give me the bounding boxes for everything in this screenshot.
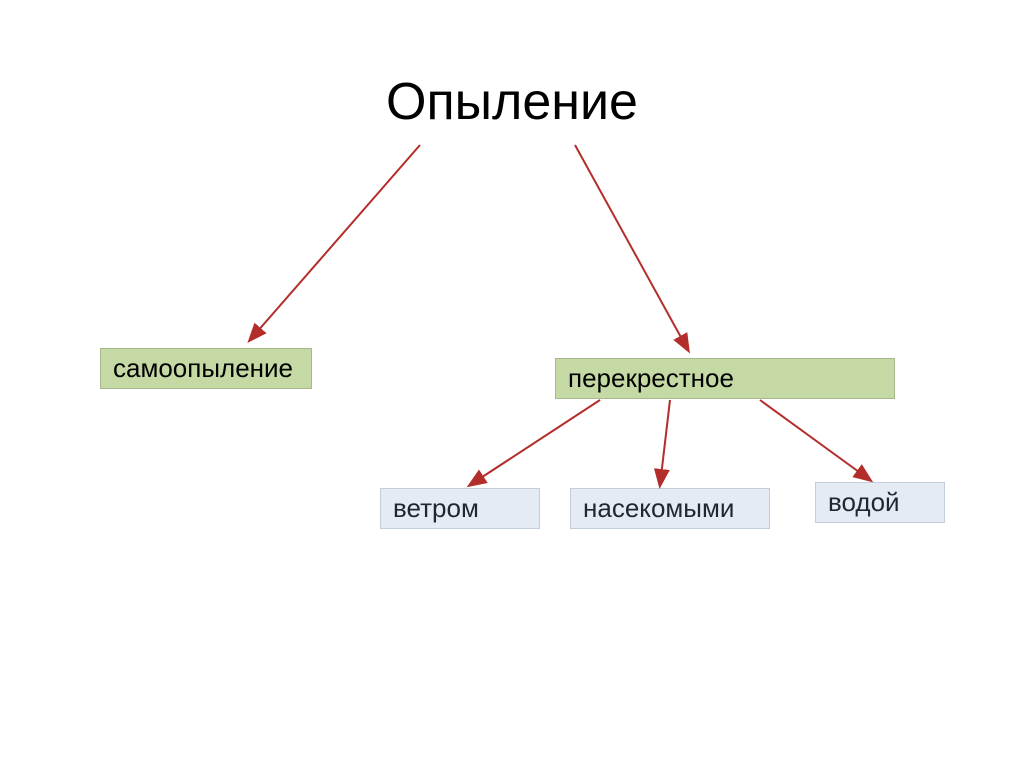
edge-cross-insects xyxy=(660,400,670,485)
diagram-title: Опыление xyxy=(386,72,638,132)
node-insects: насекомыми xyxy=(570,488,770,529)
node-cross-pollination: перекрестное xyxy=(555,358,895,399)
edge-cross-wind xyxy=(470,400,600,485)
node-label: ветром xyxy=(393,493,479,523)
node-wind: ветром xyxy=(380,488,540,529)
node-self-pollination: самоопыление xyxy=(100,348,312,389)
node-water: водой xyxy=(815,482,945,523)
edge-root-cross xyxy=(575,145,688,350)
node-label: водой xyxy=(828,487,900,517)
node-label: насекомыми xyxy=(583,493,734,523)
edge-root-self xyxy=(250,145,420,340)
node-label: самоопыление xyxy=(113,353,293,383)
node-label: перекрестное xyxy=(568,363,734,393)
edge-cross-water xyxy=(760,400,870,480)
